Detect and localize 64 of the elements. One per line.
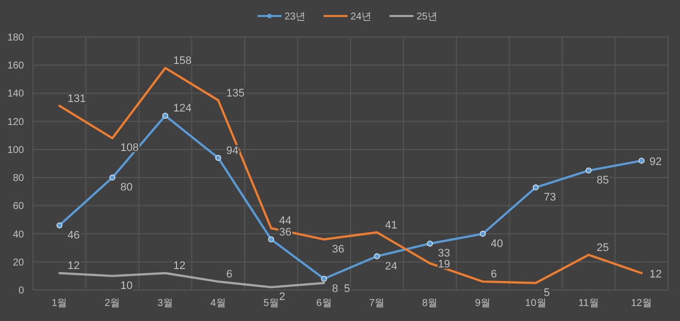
y-tick-label: 180	[7, 32, 24, 44]
point	[638, 158, 645, 164]
data-label: 25	[596, 242, 609, 254]
data-label: 158	[173, 54, 192, 67]
data-label: 41	[384, 219, 398, 232]
y-tick-label: 140	[7, 88, 24, 100]
legend-label: 24년	[350, 12, 372, 22]
point	[532, 184, 539, 190]
data-label: 6	[226, 268, 232, 281]
x-tick-label: 1월	[52, 298, 68, 309]
data-label: 24	[384, 260, 398, 272]
point	[162, 112, 168, 119]
x-tick-label: 4월	[210, 298, 226, 309]
legend-label: 23년	[284, 12, 306, 22]
y-tick-label: 20	[12, 257, 24, 268]
point	[321, 276, 328, 282]
x-tick-label: 10월	[525, 298, 546, 309]
data-label: 12	[67, 260, 80, 272]
data-label: 92	[650, 156, 662, 168]
y-tick-label: 60	[12, 201, 24, 212]
point	[480, 230, 486, 237]
x-tick-label: 5월	[263, 298, 279, 309]
y-tick-label: 100	[7, 144, 24, 156]
data-label: 73	[544, 191, 556, 204]
x-tick-label: 8월	[422, 298, 438, 309]
legend-label: 25년	[416, 12, 438, 22]
point	[586, 168, 592, 174]
data-label: 36	[332, 243, 344, 256]
data-label: 131	[67, 92, 86, 105]
data-label: 94	[226, 144, 238, 157]
point	[215, 154, 222, 161]
point	[374, 253, 380, 260]
data-label: 2	[279, 291, 286, 304]
x-tick-label: 2월	[104, 298, 120, 309]
data-label: 40	[490, 238, 504, 250]
data-label: 124	[173, 102, 192, 115]
point	[109, 174, 116, 181]
x-tick-label: 12월	[630, 298, 652, 309]
y-tick-label: 80	[12, 173, 24, 184]
y-tick-label: 0	[18, 286, 24, 296]
x-tick-label: 11월	[578, 298, 599, 309]
y-tick-label: 120	[7, 116, 24, 128]
data-label: 5	[544, 286, 550, 299]
data-label: 33	[438, 248, 450, 260]
x-tick-label: 7월	[369, 298, 385, 309]
data-label: 12	[173, 260, 186, 272]
y-tick-label: 160	[7, 60, 24, 72]
x-tick-label: 6월	[316, 298, 332, 309]
data-label: 44	[279, 215, 292, 228]
data-label: 8	[332, 282, 338, 295]
data-label: 80	[120, 182, 133, 194]
data-label: 5	[344, 282, 350, 295]
data-label: 6	[490, 268, 497, 281]
point	[56, 222, 62, 228]
data-label: 135	[226, 87, 245, 100]
x-tick-label: 3월	[158, 298, 174, 309]
y-tick-label: 40	[12, 229, 24, 240]
data-label: 85	[596, 174, 609, 187]
point	[268, 236, 274, 242]
data-label: 12	[650, 268, 662, 281]
data-label: 46	[67, 229, 80, 242]
point	[426, 240, 433, 247]
data-label: 10	[120, 280, 133, 292]
x-tick-label: 9월	[475, 298, 491, 309]
